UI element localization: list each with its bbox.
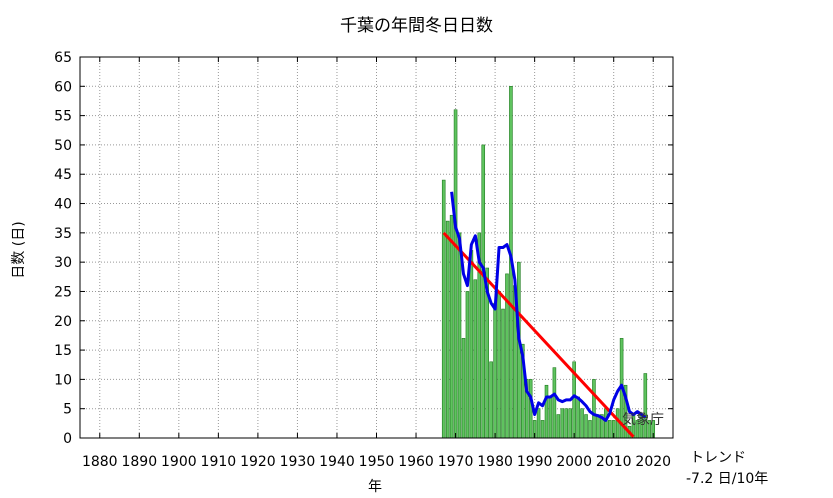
data-bar [584,414,588,439]
data-bar [449,214,454,439]
x-tick-label: 1990 [517,454,553,470]
data-bar [560,408,565,439]
data-bar [552,367,557,439]
data-bar [501,308,505,439]
y-tick-label: 35 [54,226,72,242]
x-tick-label: 1880 [82,454,118,470]
data-bar [588,420,592,439]
data-bar [481,144,486,439]
source-label: 気象庁 [622,412,664,428]
data-bar [548,396,553,439]
x-tick-label: 1900 [161,454,197,470]
x-tick-label: 1980 [477,454,513,470]
data-bar [528,379,533,439]
y-tick-label: 30 [54,255,72,271]
trend-line [442,231,635,438]
data-bar [607,420,612,439]
y-tick-label: 20 [54,314,72,330]
y-tick-label: 50 [54,138,72,154]
y-tick-label: 15 [54,343,72,359]
y-tick-label: 40 [54,197,72,213]
x-tick-label: 2010 [596,454,632,470]
y-tick-label: 65 [54,50,72,66]
data-bar [576,396,580,439]
data-bar [445,220,450,439]
data-bar [517,261,521,439]
x-axis-label: 年 [368,479,382,495]
data-bar [453,109,458,439]
y-tick-label: 10 [54,372,72,388]
y-tick-label: 60 [54,79,72,95]
data-bar [604,408,608,439]
x-tick-label: 1920 [240,454,276,470]
y-tick-label: 5 [63,402,72,418]
y-axis-label: 日数 (日) [11,221,27,279]
x-tick-label: 1970 [438,454,474,470]
data-bar [556,414,561,439]
y-tick-label: 25 [54,284,72,300]
data-bar [441,179,446,439]
data-bar [457,232,462,439]
data-bar [544,384,549,439]
y-tick-label: 0 [63,431,72,447]
data-bar [536,408,541,439]
y-tick-label: 55 [54,109,72,125]
x-tick-label: 1960 [398,454,434,470]
x-tick-label: 1930 [280,454,316,470]
x-tick-label: 1910 [201,454,237,470]
x-tick-label: 1890 [121,454,157,470]
trend-title: トレンド [690,450,746,466]
data-bar [473,279,478,439]
data-bar [489,361,493,439]
chart-title: 千葉の年間冬日日数 [340,16,493,36]
data-bar [564,408,569,439]
moving-average-line [450,191,647,422]
x-tick-label: 1950 [359,454,395,470]
x-tick-label: 2000 [556,454,592,470]
data-bar [540,420,545,439]
data-bar [465,291,470,439]
data-bar [461,338,466,439]
y-tick-label: 45 [54,167,72,183]
data-bar [592,379,596,439]
data-bar [596,414,600,439]
data-bar [493,302,497,439]
x-tick-label: 1940 [319,454,355,470]
data-bar [615,408,620,439]
data-bar [568,408,572,439]
x-tick-label: 2020 [635,454,671,470]
data-bar [469,250,474,439]
data-bar [580,408,584,439]
trend-value: -7.2 日/10年 [686,471,769,487]
data-bar [497,291,501,439]
